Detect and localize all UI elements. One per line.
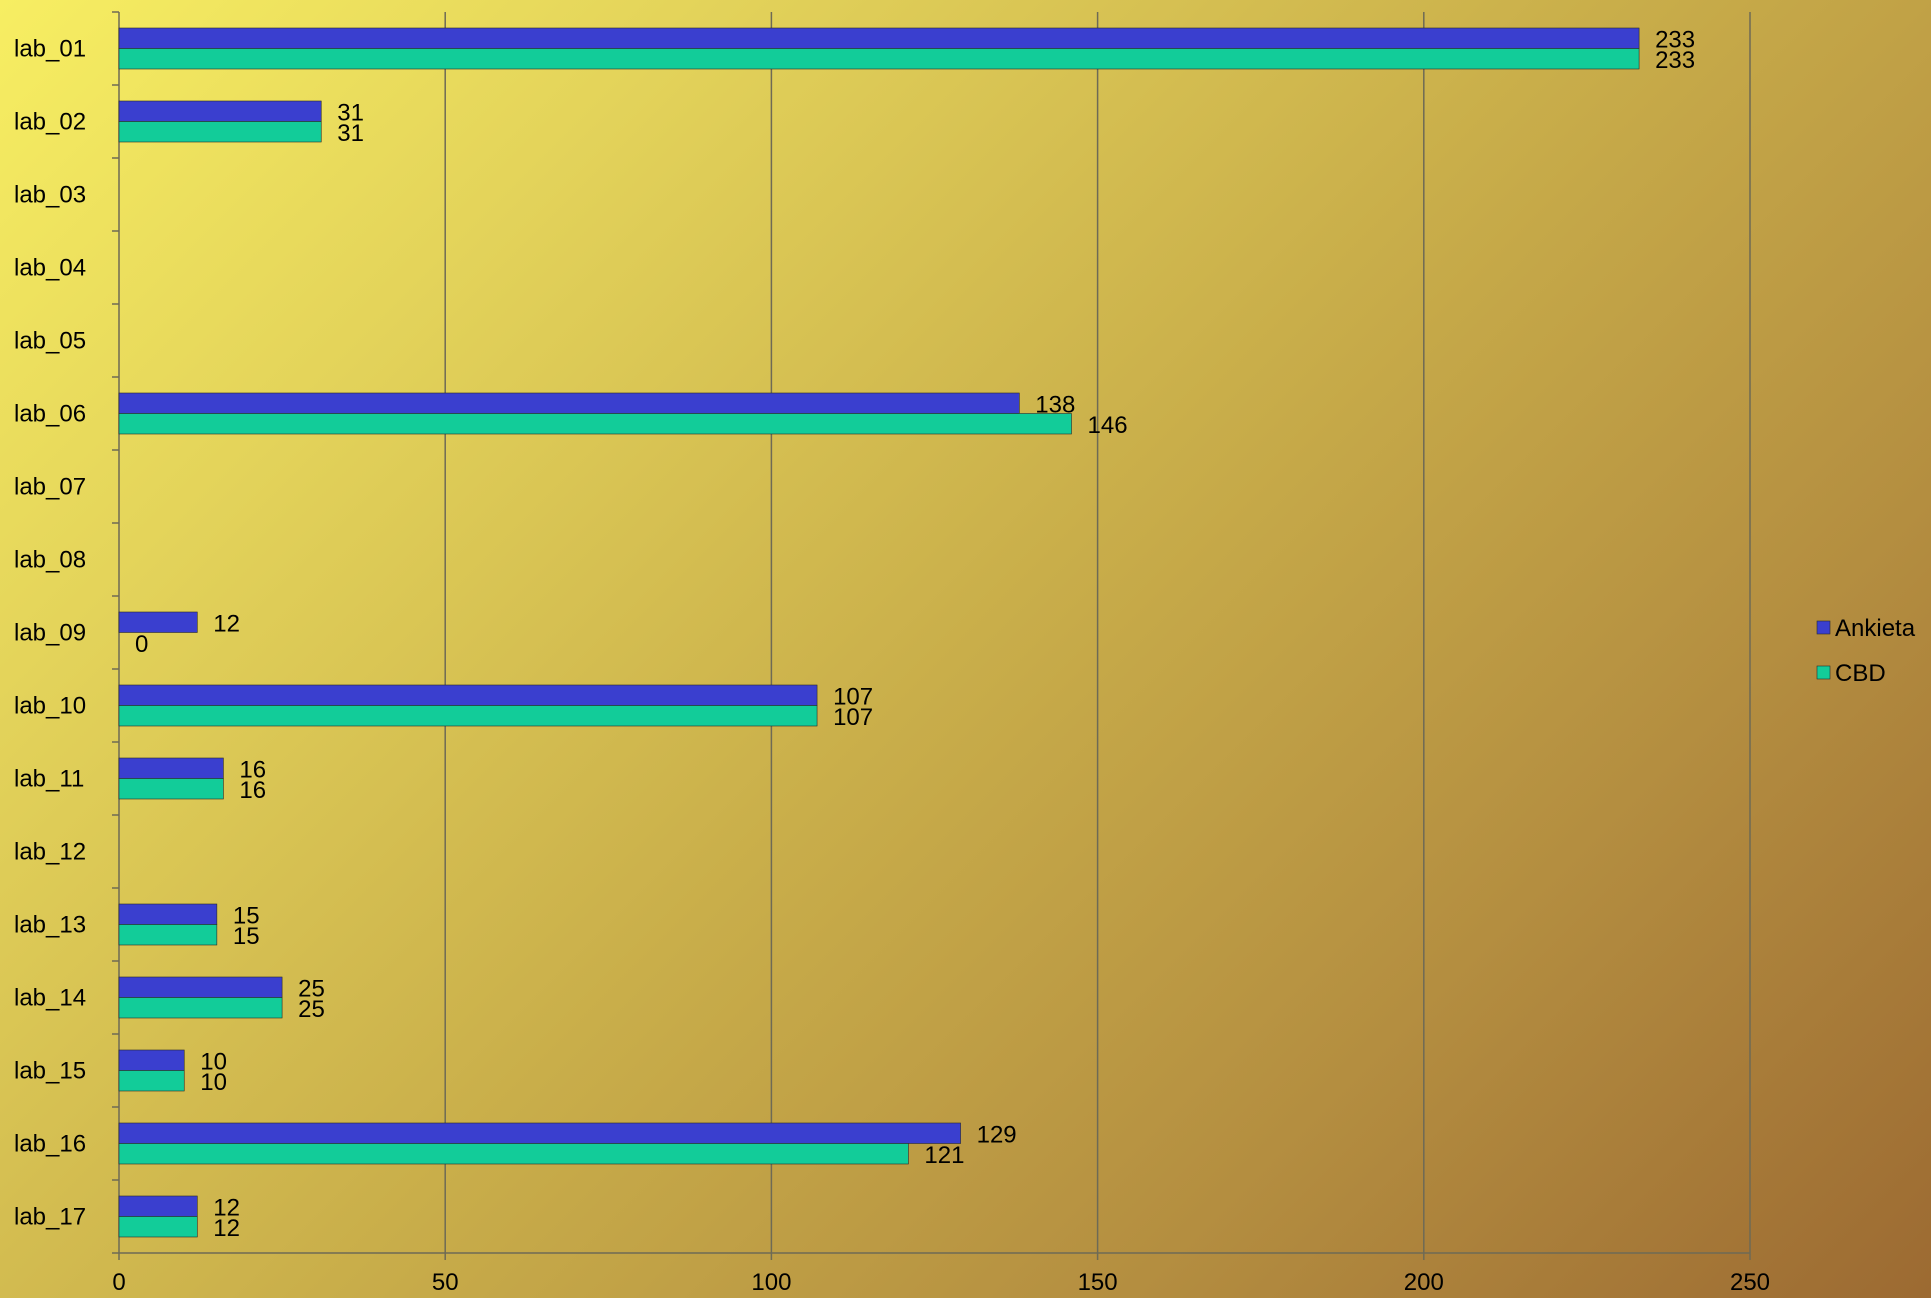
category-label: lab_01: [14, 36, 86, 63]
axes: 0 50 100 150 200 250lab_01lab_02lab_03lab_04l…: [14, 11, 1770, 1296]
bar-ankieta: [118, 611, 198, 633]
bar-cbd: [118, 1143, 909, 1165]
bar-ankieta: [118, 976, 283, 998]
x-tick-label: 150: [1078, 1269, 1118, 1296]
bar-ankieta: [118, 684, 818, 706]
category-label: lab_14: [14, 985, 86, 1012]
category-label: lab_04: [14, 255, 86, 282]
legend-label: Ankieta: [1835, 615, 1916, 642]
data-label: 10: [200, 1049, 227, 1076]
bar-ankieta: [118, 1049, 185, 1071]
bars: [118, 27, 1640, 1238]
bar-ankieta: [118, 392, 1020, 414]
data-label: 107: [833, 684, 873, 711]
data-label: 146: [1088, 412, 1128, 439]
data-label: 233: [1655, 27, 1695, 54]
legend-label: CBD: [1835, 660, 1886, 687]
bar-ankieta: [118, 100, 322, 122]
data-label: 15: [233, 923, 260, 950]
category-label: lab_13: [14, 912, 86, 939]
bar-cbd: [118, 413, 1072, 435]
data-label: 0: [135, 631, 148, 658]
category-label: lab_08: [14, 547, 86, 574]
data-label: 15: [233, 903, 260, 930]
data-label: 25: [298, 976, 325, 1003]
data-label: 25: [298, 996, 325, 1023]
bar-ankieta: [118, 1122, 961, 1144]
bar-cbd: [118, 1070, 185, 1092]
bar-cbd: [118, 778, 224, 800]
category-label: lab_07: [14, 474, 86, 501]
data-label: 31: [337, 100, 364, 127]
category-label: lab_17: [14, 1204, 86, 1231]
data-label: 233: [1655, 47, 1695, 74]
gridlines: [444, 12, 1751, 1253]
category-label: lab_15: [14, 1058, 86, 1085]
category-label: lab_09: [14, 620, 86, 647]
data-label: 16: [239, 777, 266, 804]
category-label: lab_10: [14, 693, 86, 720]
category-label: lab_03: [14, 182, 86, 209]
bar-cbd: [118, 997, 283, 1019]
bar-ankieta: [118, 27, 1640, 49]
data-label: 12: [213, 1215, 240, 1242]
data-label: 107: [833, 704, 873, 731]
data-label: 121: [924, 1142, 964, 1169]
data-label: 16: [239, 757, 266, 784]
category-label: lab_16: [14, 1131, 86, 1158]
data-label: 12: [213, 611, 240, 638]
bar-cbd: [118, 1216, 198, 1238]
data-label: 12: [213, 1195, 240, 1222]
x-tick-label: 100: [751, 1269, 791, 1296]
bar-cbd: [118, 121, 322, 143]
bar-cbd: [118, 705, 818, 727]
data-label: 129: [977, 1122, 1017, 1149]
bar-cbd: [118, 48, 1640, 70]
x-tick-label: 250: [1730, 1269, 1770, 1296]
bar-ankieta: [118, 903, 218, 925]
legend: Ankieta CBD: [1816, 615, 1916, 687]
bar-cbd: [118, 924, 218, 946]
data-label: 10: [200, 1069, 227, 1096]
category-label: lab_11: [14, 766, 84, 793]
data-label: 138: [1035, 392, 1075, 419]
category-label: lab_06: [14, 401, 86, 428]
category-label: lab_12: [14, 839, 86, 866]
legend-swatch: [1816, 665, 1831, 680]
x-tick-label: 200: [1404, 1269, 1444, 1296]
category-label: lab_02: [14, 109, 86, 136]
bar-ankieta: [118, 757, 224, 779]
legend-swatch: [1816, 620, 1831, 635]
category-label: lab_05: [14, 328, 86, 355]
x-tick-label: 50: [432, 1269, 459, 1296]
data-labels: 2332333131138146120107107161615152525101…: [135, 27, 1695, 1243]
data-label: 31: [337, 120, 364, 147]
bar-ankieta: [118, 1195, 198, 1217]
x-tick-label: 0: [112, 1269, 125, 1296]
